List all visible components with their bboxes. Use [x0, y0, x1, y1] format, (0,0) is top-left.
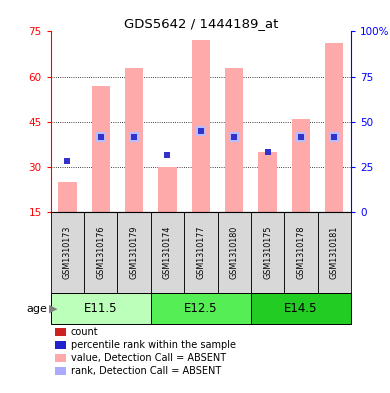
Bar	[325, 44, 344, 212]
Bar	[84, 212, 117, 293]
Text: count: count	[71, 327, 99, 337]
Text: E14.5: E14.5	[284, 302, 318, 315]
Bar	[284, 212, 317, 293]
Text: GSM1310173: GSM1310173	[63, 226, 72, 279]
Title: GDS5642 / 1444189_at: GDS5642 / 1444189_at	[124, 17, 278, 30]
Text: E12.5: E12.5	[184, 302, 218, 315]
Bar	[51, 293, 151, 324]
Bar	[58, 182, 76, 212]
Bar	[125, 68, 143, 212]
Bar	[184, 212, 218, 293]
Bar	[225, 68, 243, 212]
Text: percentile rank within the sample: percentile rank within the sample	[71, 340, 236, 350]
Bar	[92, 86, 110, 212]
Text: GSM1310174: GSM1310174	[163, 226, 172, 279]
Bar	[218, 212, 251, 293]
Text: GSM1310180: GSM1310180	[230, 226, 239, 279]
Bar	[117, 212, 151, 293]
Bar	[151, 212, 184, 293]
Text: GSM1310179: GSM1310179	[129, 226, 138, 279]
Text: GSM1310181: GSM1310181	[330, 226, 339, 279]
Text: value, Detection Call = ABSENT: value, Detection Call = ABSENT	[71, 353, 226, 363]
Text: rank, Detection Call = ABSENT: rank, Detection Call = ABSENT	[71, 366, 221, 376]
Text: GSM1310177: GSM1310177	[196, 226, 206, 279]
Text: GSM1310176: GSM1310176	[96, 226, 105, 279]
Text: ▶: ▶	[49, 303, 57, 314]
Text: E11.5: E11.5	[84, 302, 117, 315]
Bar	[191, 40, 210, 212]
Bar	[151, 293, 251, 324]
Bar	[292, 119, 310, 212]
Bar	[251, 293, 351, 324]
Bar	[317, 212, 351, 293]
Bar	[259, 152, 277, 212]
Bar	[158, 167, 177, 212]
Bar	[51, 212, 84, 293]
Text: GSM1310175: GSM1310175	[263, 226, 272, 279]
Text: age: age	[26, 303, 47, 314]
Text: GSM1310178: GSM1310178	[296, 226, 305, 279]
Bar	[251, 212, 284, 293]
